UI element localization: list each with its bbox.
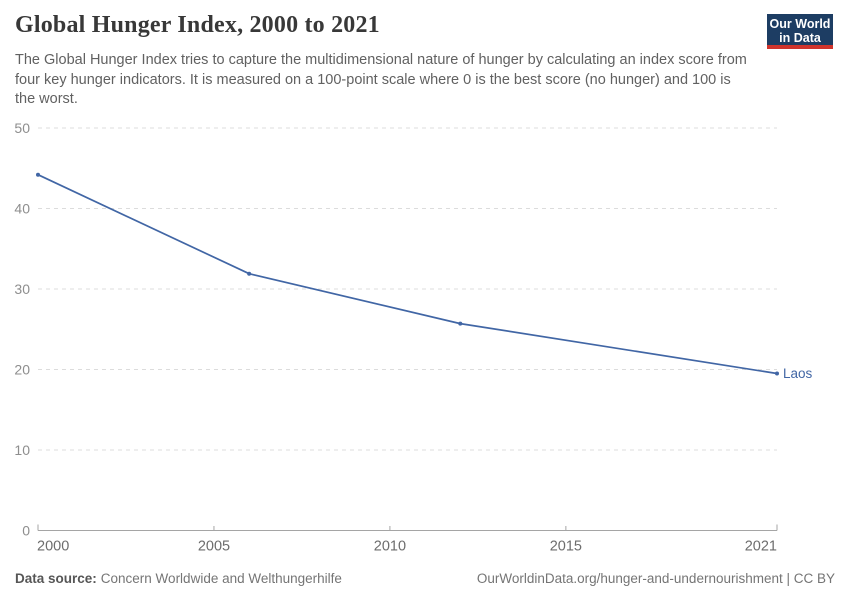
y-axis-label-30: 30 — [14, 281, 30, 297]
data-line-laos — [37, 173, 778, 375]
chart-subtitle: The Global Hunger Index tries to capture… — [15, 52, 747, 107]
data-point-laos-2006 — [247, 271, 252, 276]
owid-logo[interactable]: Our World in Data — [767, 14, 833, 49]
line-chart: 0 10 20 30 40 50 2000 2005 2010 2015 2021 Laos — [0, 115, 850, 560]
chart-footer: Data source: Concern Worldwide and Welthu… — [15, 571, 835, 586]
data-point-laos-2021 — [775, 371, 779, 376]
y-axis-label-0: 0 — [22, 523, 30, 539]
series-label-laos: Laos — [783, 366, 813, 381]
data-source-label: Data source: — [15, 571, 97, 586]
y-axis-label-50: 50 — [14, 120, 30, 136]
x-axis-label-2015: 2015 — [550, 539, 582, 555]
y-axis-label-20: 20 — [14, 362, 30, 378]
y-axis-label-40: 40 — [14, 201, 30, 217]
logo-line-1: Our World — [769, 16, 831, 31]
page-title: Global Hunger Index, 2000 to 2021 — [15, 12, 380, 38]
x-axis-label-2010: 2010 — [374, 539, 406, 555]
data-point-laos-2012 — [458, 321, 463, 326]
x-axis-label-2021: 2021 — [745, 539, 777, 555]
x-axis-label-2005: 2005 — [198, 539, 230, 555]
x-axis-label-2000: 2000 — [37, 539, 69, 555]
chart-svg: 0 10 20 30 40 50 2000 2005 2010 2015 2021 Laos — [14, 120, 813, 555]
logo-line-2: in Data — [779, 30, 821, 45]
data-point-laos-2000 — [36, 172, 40, 177]
data-source: Data source: Concern Worldwide and Welthu… — [15, 571, 342, 586]
attribution-link[interactable]: OurWorldinData.org/hunger-and-undernouri… — [476, 571, 835, 586]
data-source-value: Concern Worldwide and Welthungerhilfe — [100, 571, 342, 586]
y-axis-label-10: 10 — [14, 442, 30, 458]
